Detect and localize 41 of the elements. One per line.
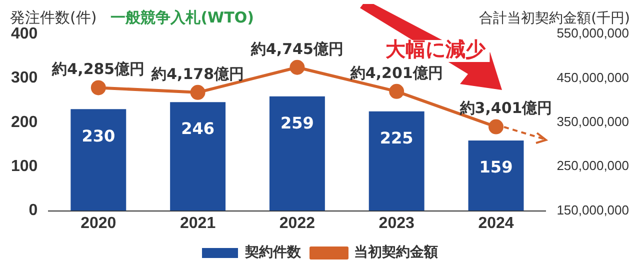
- bar: [269, 96, 325, 211]
- data-label: 246: [181, 119, 214, 138]
- point: [488, 119, 504, 134]
- x-tick-label: 2020: [80, 214, 116, 232]
- data-label: 225: [380, 128, 414, 148]
- point: [90, 80, 106, 96]
- bar: [368, 111, 424, 211]
- data-label: 約3,401億円: [458, 99, 552, 118]
- point: [190, 84, 206, 100]
- point: [389, 84, 404, 99]
- annotation: 大幅に減少: [386, 37, 487, 62]
- legend-label: 契約件数: [244, 244, 302, 261]
- y-tick-label: 200: [10, 114, 38, 131]
- y2-tick-label: 150,000,000: [556, 202, 630, 218]
- bar: [70, 109, 126, 211]
- point: [290, 60, 305, 75]
- bar: [468, 140, 524, 211]
- data-label: 約4,201億円: [349, 64, 443, 82]
- chart-subtitle: 一般競争入札(WTO): [110, 8, 254, 26]
- x-tick-label: 2022: [279, 214, 316, 232]
- bar: [170, 102, 226, 211]
- data-label: 230: [82, 126, 116, 146]
- y2-tick-label: 250,000,000: [556, 158, 630, 174]
- x-tick-label: 2024: [478, 214, 514, 232]
- y2-axis-title: 合計当初契約金額(千円): [479, 10, 630, 27]
- y-tick-label: 300: [10, 70, 38, 87]
- data-label: 約4,745億円: [250, 40, 344, 58]
- data-label: 約4,285億円: [51, 60, 145, 78]
- x-tick-label: 2021: [180, 214, 216, 232]
- x-tick-label: 2023: [378, 214, 414, 232]
- y2-tick-label: 450,000,000: [556, 70, 630, 85]
- y-axis-title: 発注件数(件): [10, 8, 97, 26]
- y2-tick-label: 550,000,000: [556, 26, 630, 41]
- data-label: 259: [280, 113, 314, 132]
- y-tick-label: 400: [10, 25, 38, 42]
- y2-tick-label: 350,000,000: [556, 114, 630, 129]
- legend-label: 当初契約金額: [354, 244, 438, 261]
- data-label: 159: [479, 158, 513, 177]
- data-label: 約4,178億円: [150, 64, 244, 83]
- y-tick-label: 100: [10, 158, 38, 176]
- y-tick-label: 0: [28, 202, 38, 220]
